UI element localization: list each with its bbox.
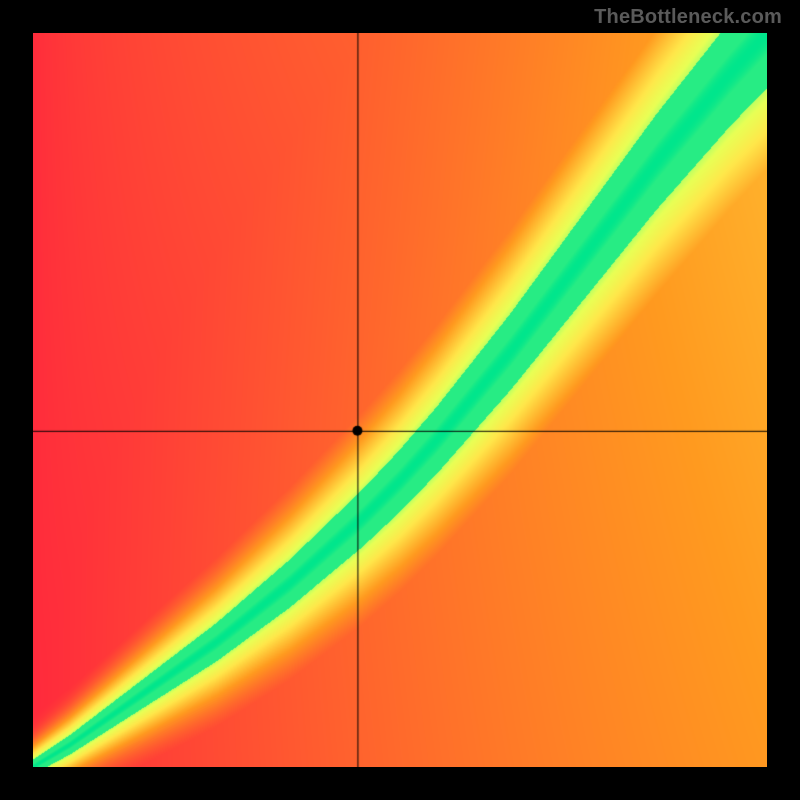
watermark-text: TheBottleneck.com — [594, 6, 782, 29]
heatmap-canvas — [33, 33, 767, 767]
chart-container: TheBottleneck.com — [0, 0, 800, 800]
